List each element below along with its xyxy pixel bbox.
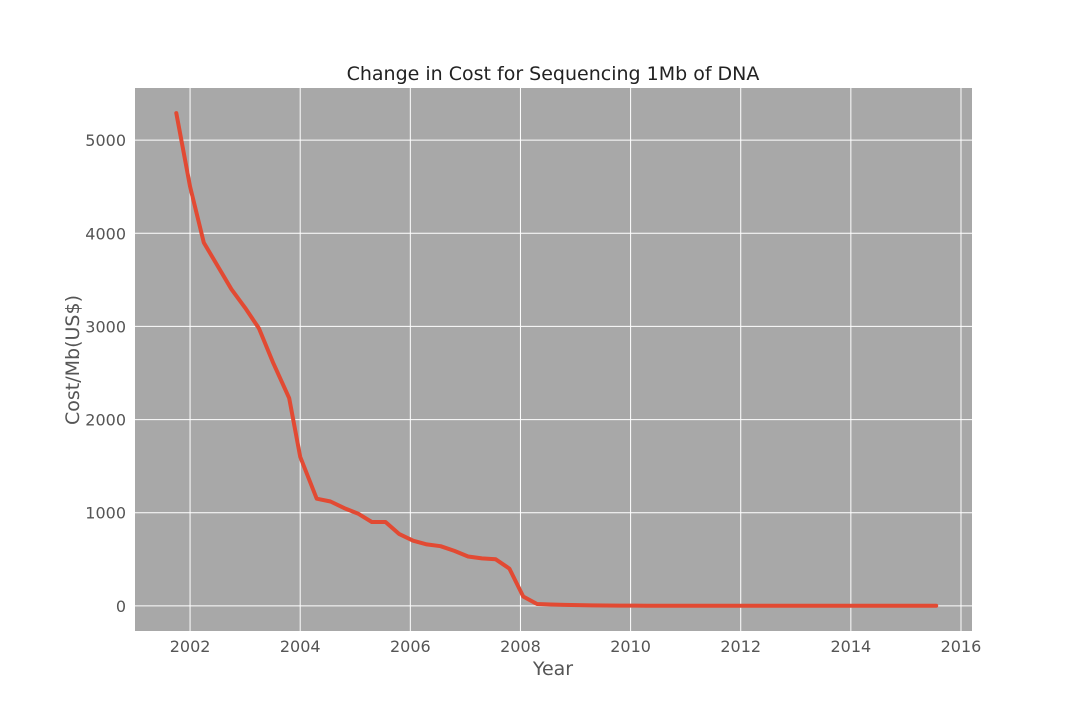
y-tick-label: 4000 [85,224,126,243]
x-tick-label: 2014 [830,637,871,656]
x-axis-label: Year [532,658,573,680]
grid-lines [135,88,972,631]
chart-title: Change in Cost for Sequencing 1Mb of DNA [347,63,760,85]
series-layer [174,111,939,608]
y-tick-label: 2000 [85,411,126,430]
x-tick-label: 2012 [720,637,761,656]
x-tick-label: 2010 [610,637,651,656]
y-axis-label: Cost/Mb(US$) [62,295,84,425]
y-tick-label: 0 [116,597,126,616]
x-tick-label: 2008 [500,637,541,656]
y-tick-label: 5000 [85,131,126,150]
x-tick-label: 2016 [941,637,982,656]
x-tick-label: 2006 [390,637,431,656]
plot-area [135,88,972,631]
x-tick-label: 2002 [170,637,211,656]
x-tick-labels: 2002 2004 2006 2008 2010 2012 2014 2016 [170,637,982,656]
x-tick-label: 2004 [280,637,321,656]
y-tick-label: 1000 [85,504,126,523]
y-tick-labels: 0 1000 2000 3000 4000 5000 [85,131,126,616]
series-line [174,111,939,608]
y-tick-label: 3000 [85,317,126,336]
